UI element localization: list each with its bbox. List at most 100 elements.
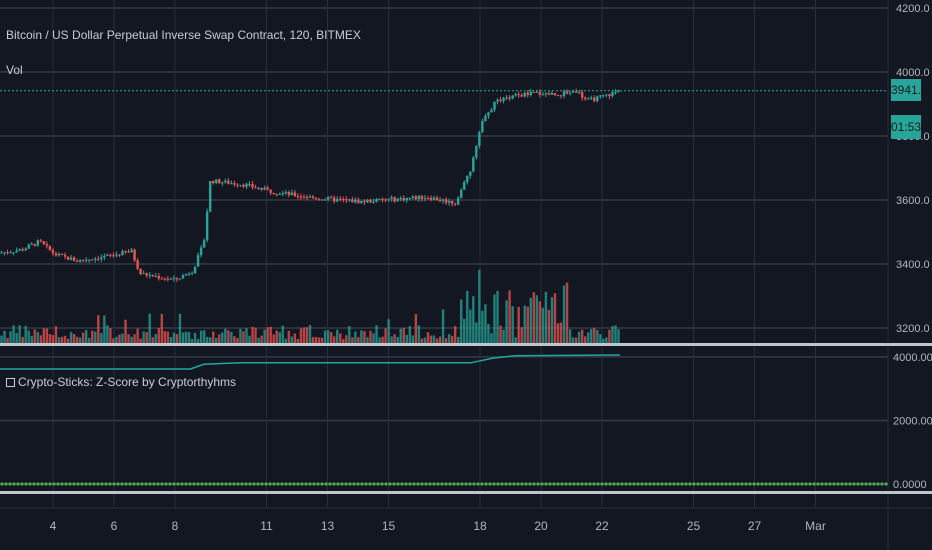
candle-body bbox=[15, 250, 18, 253]
volume-bar bbox=[520, 327, 523, 343]
candle-body bbox=[329, 197, 333, 199]
volume-bar bbox=[357, 337, 360, 343]
zscore-dot bbox=[52, 482, 56, 486]
zscore-dot bbox=[504, 482, 508, 486]
volume-bar bbox=[617, 329, 620, 343]
candle-body bbox=[121, 251, 124, 256]
volume-bar bbox=[251, 326, 254, 343]
zscore-dot bbox=[864, 482, 868, 486]
volume-bar bbox=[547, 309, 551, 343]
volume-bar bbox=[169, 337, 173, 343]
zscore-dot bbox=[72, 482, 76, 486]
volume-bar bbox=[227, 330, 230, 343]
volume-bar bbox=[550, 297, 554, 343]
volume-bar bbox=[142, 331, 145, 343]
price-axis[interactable]: 4200.04000.03800.03600.03400.03200.04000… bbox=[893, 3, 932, 491]
volume-bar bbox=[417, 325, 421, 343]
candle-body bbox=[142, 273, 145, 275]
volume-bar bbox=[6, 337, 9, 343]
volume-bar bbox=[369, 330, 372, 343]
candle-body bbox=[169, 278, 173, 280]
zscore-dot bbox=[48, 482, 52, 486]
candle-body bbox=[323, 199, 327, 201]
zscore-dot bbox=[620, 482, 624, 486]
zscore-dot bbox=[784, 482, 788, 486]
zscore-dot bbox=[188, 482, 192, 486]
volume-bar bbox=[435, 338, 439, 343]
candle-body bbox=[517, 94, 520, 96]
candle-body bbox=[199, 247, 203, 256]
volume-bar bbox=[51, 335, 55, 343]
volume-bar bbox=[196, 338, 200, 343]
zscore-dot bbox=[536, 482, 540, 486]
zscore-dot bbox=[604, 482, 608, 486]
volume-bar bbox=[178, 313, 182, 343]
zscore-dot bbox=[540, 482, 544, 486]
zscore-dot bbox=[484, 482, 488, 486]
volume-bar bbox=[348, 326, 351, 343]
candle-body bbox=[399, 198, 402, 200]
volume-bar bbox=[590, 328, 593, 343]
zscore-dot bbox=[692, 482, 696, 486]
volume-bar bbox=[453, 326, 457, 343]
zscore-dot bbox=[680, 482, 684, 486]
candle-body bbox=[57, 253, 61, 256]
volume-bar bbox=[499, 325, 502, 343]
zscore-dot bbox=[828, 482, 832, 486]
volume-bar bbox=[124, 319, 127, 343]
volume-bar bbox=[260, 335, 263, 343]
volume-bar bbox=[157, 327, 160, 343]
zscore-dot bbox=[348, 482, 352, 486]
volume-bar bbox=[423, 337, 427, 343]
volume-bar bbox=[193, 332, 197, 343]
zscore-dot bbox=[816, 482, 820, 486]
zscore-dot bbox=[400, 482, 404, 486]
volume-bar bbox=[212, 331, 215, 343]
candle-body bbox=[614, 92, 617, 94]
indicator-settings-icon[interactable] bbox=[6, 378, 15, 388]
zscore-dot bbox=[392, 482, 396, 486]
volume-bar bbox=[103, 315, 106, 343]
volume-bar bbox=[535, 295, 539, 343]
candle-body bbox=[172, 277, 176, 279]
price-tick-label: 4200.0 bbox=[896, 3, 930, 15]
candle-body bbox=[320, 199, 324, 201]
candle-body bbox=[27, 244, 30, 249]
candle-body bbox=[541, 94, 545, 96]
zscore-dot bbox=[736, 482, 740, 486]
zscore-dot bbox=[404, 482, 408, 486]
candle-body bbox=[308, 196, 312, 198]
candle-body bbox=[224, 180, 227, 183]
volume-bar bbox=[544, 291, 548, 343]
volume-bar bbox=[568, 329, 572, 343]
zscore-dot bbox=[156, 482, 160, 486]
time-axis[interactable]: 4 6 8 11 13 15 18 20 22 25 27 Mar bbox=[50, 519, 826, 533]
zscore-dot bbox=[412, 482, 416, 486]
pane-separator bbox=[0, 491, 932, 494]
volume-bar bbox=[517, 306, 520, 343]
candle-body bbox=[314, 197, 318, 200]
candle-body bbox=[502, 97, 505, 101]
candle-body bbox=[290, 192, 294, 195]
candle-body bbox=[275, 194, 278, 196]
zscore-dot bbox=[268, 482, 272, 486]
candle-body bbox=[390, 197, 393, 199]
zscore-dot bbox=[12, 482, 16, 486]
volume-bar bbox=[460, 299, 463, 343]
volume-bar bbox=[160, 313, 164, 343]
volume-bar bbox=[553, 293, 557, 343]
volume-bar bbox=[36, 332, 40, 343]
volume-bar bbox=[63, 335, 67, 343]
volume-bar bbox=[224, 328, 227, 343]
volume-bar bbox=[230, 332, 233, 343]
candle-body bbox=[456, 197, 460, 205]
candle-body bbox=[109, 254, 112, 256]
candle-body bbox=[63, 254, 67, 257]
candle-body bbox=[248, 183, 251, 185]
zscore-dot bbox=[860, 482, 864, 486]
candle-body bbox=[60, 253, 64, 255]
volume-bar bbox=[3, 330, 6, 343]
candle-body bbox=[100, 257, 103, 260]
candle-body bbox=[284, 192, 288, 194]
